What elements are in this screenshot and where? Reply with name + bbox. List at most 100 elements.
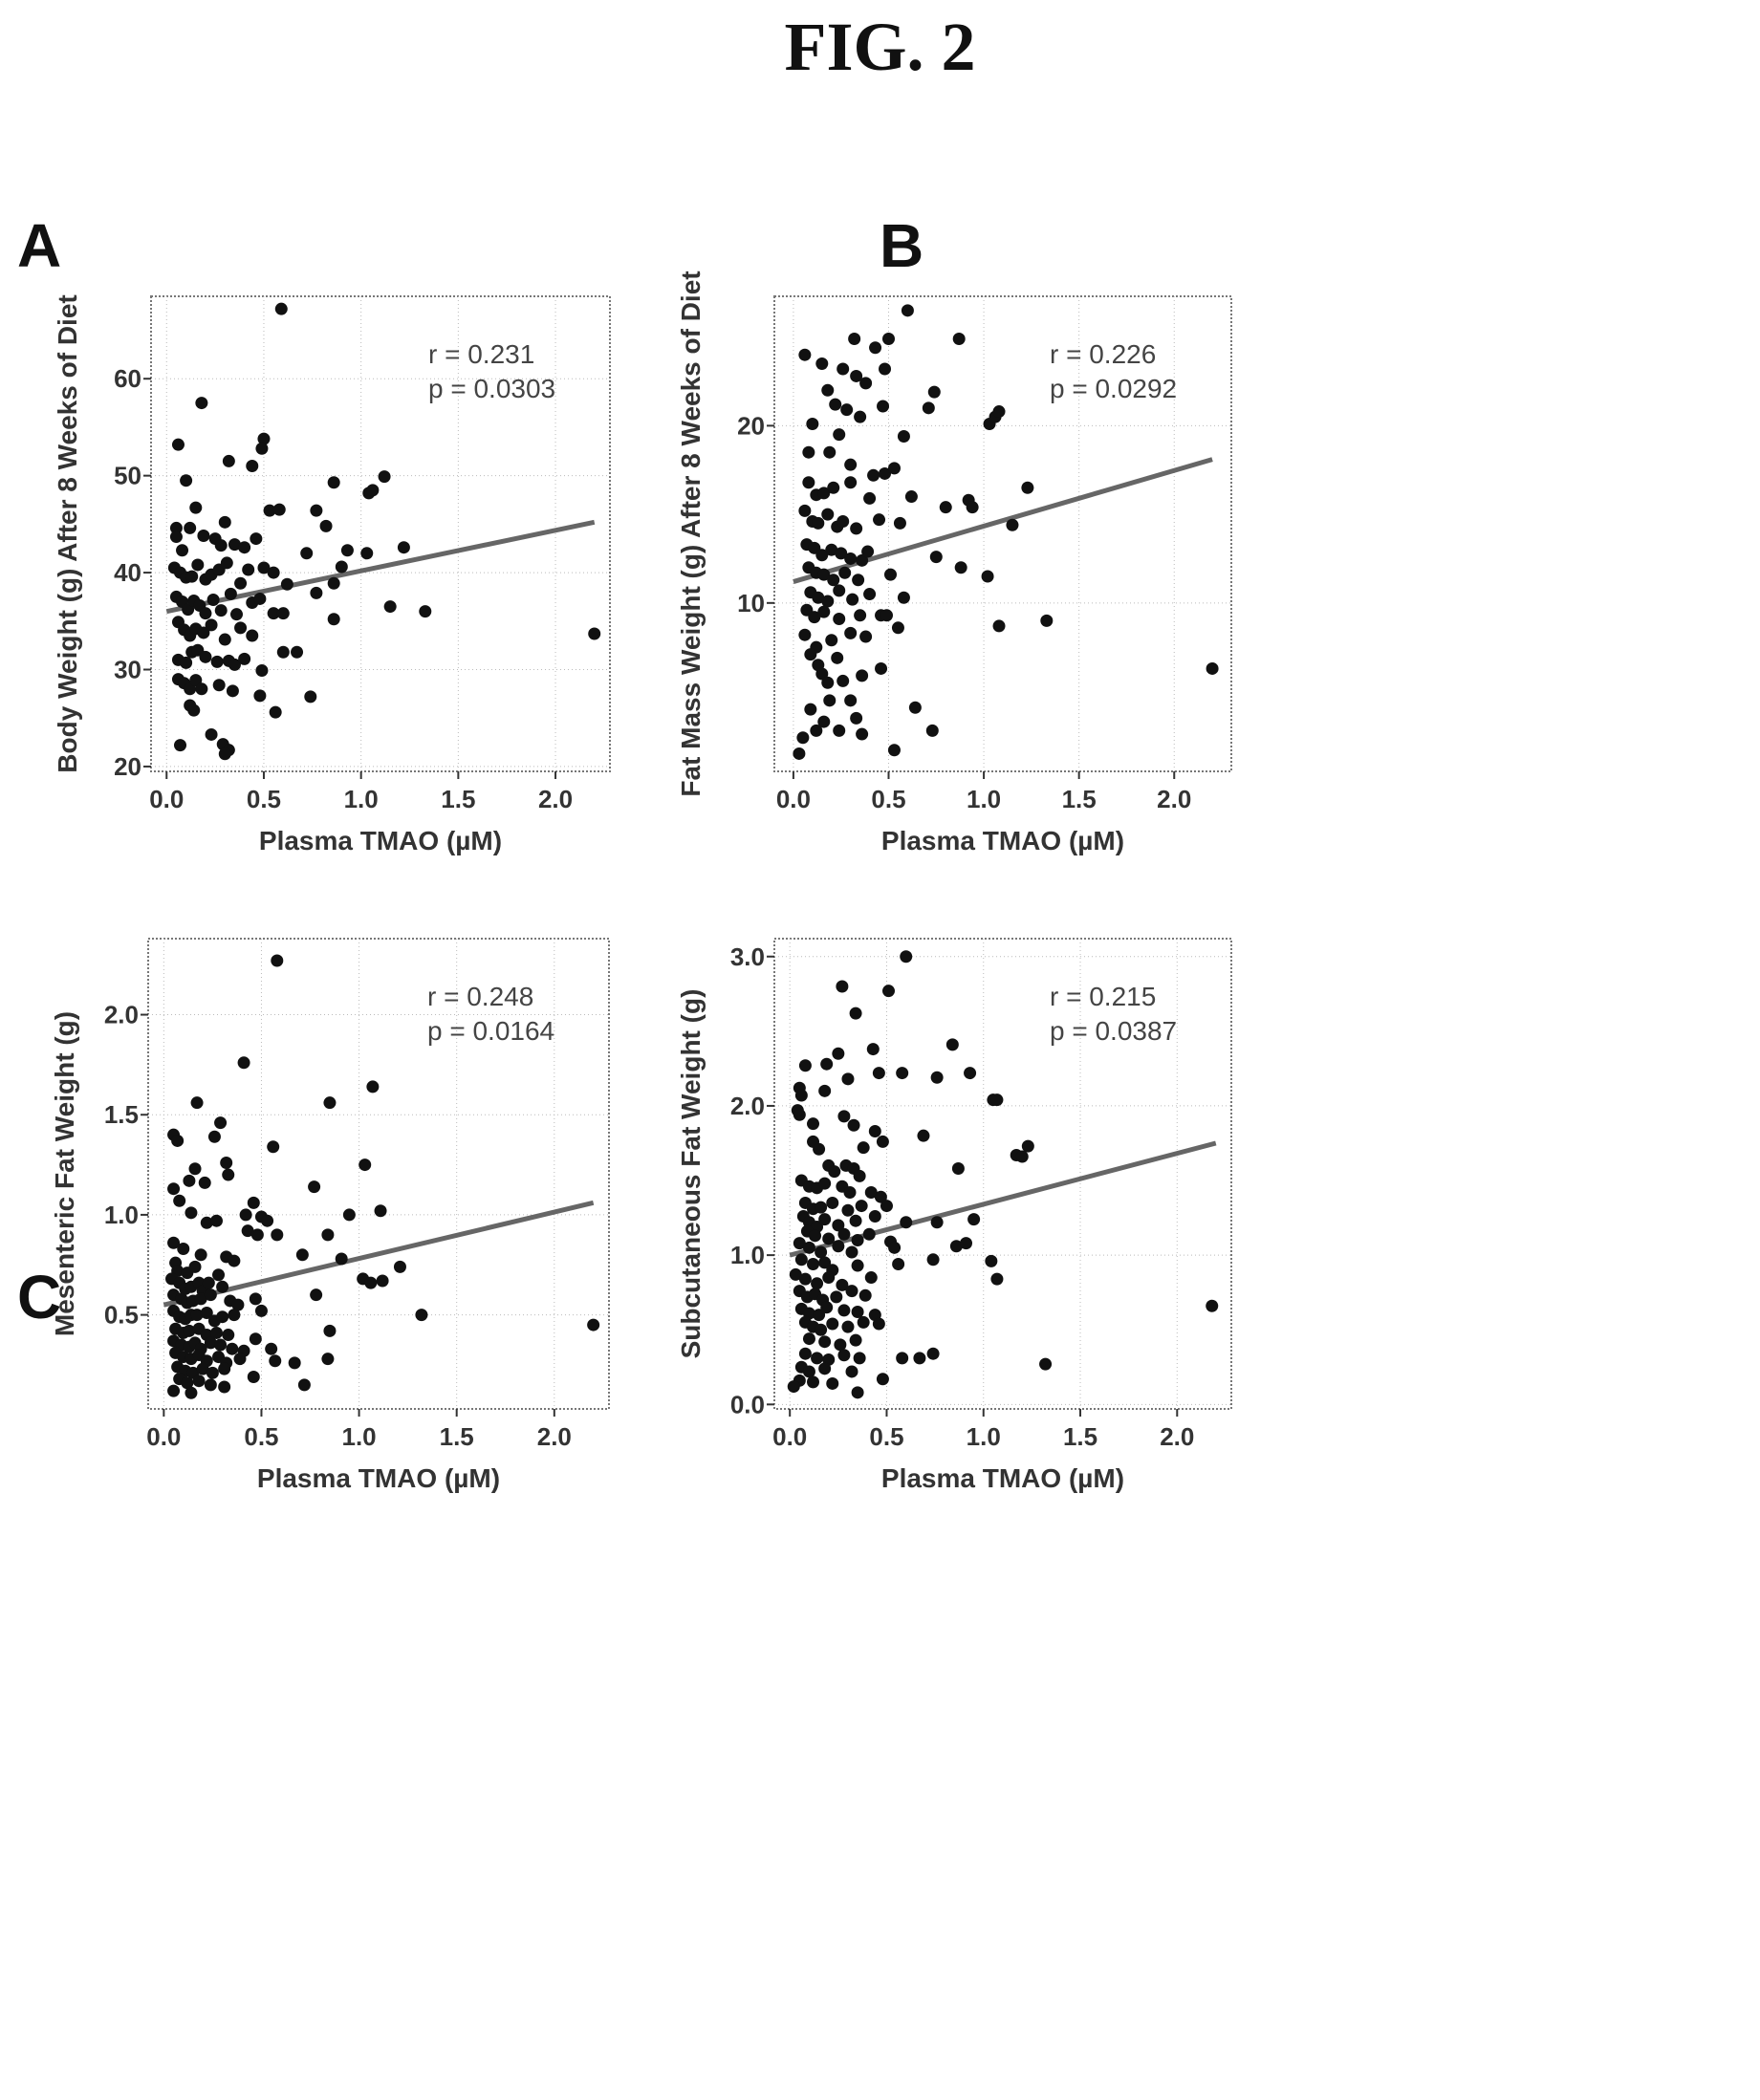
data-point [280,577,293,591]
y-tick-label: 1.0 [730,1241,765,1269]
x-tick-label: 1.5 [1062,785,1097,813]
y-axis-label: Fat Mass Weight (g) After 8 Weeks of Die… [676,271,706,796]
data-point [229,608,243,621]
data-point [922,401,935,415]
data-point [992,619,1006,633]
data-point [214,539,228,552]
data-point [199,650,212,663]
data-point [327,576,340,590]
data-point [214,1338,228,1352]
data-point [828,1165,841,1179]
data-point [191,558,205,572]
data-point [808,611,821,624]
x-tick-label: 0.0 [146,1422,181,1451]
data-point [823,445,837,459]
data-point [1039,1357,1053,1371]
data-point [198,1176,211,1189]
data-point [167,1236,181,1249]
data-point [209,1214,223,1227]
data-point [192,1375,206,1388]
data-point [836,980,849,993]
data-point [200,1216,213,1229]
data-point [378,470,391,484]
data-point [222,1329,235,1342]
data-point [815,667,829,681]
panel-letter: A [17,211,62,280]
y-tick-label: 3.0 [730,942,765,971]
data-point [1206,661,1219,675]
data-point [967,1213,981,1226]
data-point [812,516,825,530]
x-tick-label: 1.5 [440,1422,474,1451]
data-point [195,682,208,696]
y-axis-label: Body Weight (g) After 8 Weeks of Diet [53,294,82,772]
data-point [876,1373,889,1386]
data-point [247,1196,260,1209]
data-point [851,1386,864,1399]
data-point [207,1130,221,1143]
data-point [300,547,314,560]
data-point [856,669,869,682]
data-point [849,1214,862,1227]
data-point [813,1309,826,1322]
data-point [224,587,237,600]
data-point [197,626,210,639]
data-point [863,588,877,601]
data-point [787,1380,800,1394]
x-tick-label: 2.0 [538,785,573,813]
y-tick-label: 40 [114,558,141,587]
data-point [815,1245,828,1259]
data-point [242,563,255,576]
data-point [857,1141,870,1155]
data-point [964,1067,977,1080]
data-point [841,1072,855,1086]
data-point [831,651,844,664]
data-point [825,543,838,556]
data-point [197,530,210,543]
data-point [864,1186,878,1200]
data-point [822,1271,836,1285]
data-point [176,544,189,557]
data-point [360,547,374,560]
data-point [798,1347,812,1360]
data-point [818,1256,832,1269]
data-point [214,1116,228,1130]
data-point [992,405,1006,419]
data-point [253,592,267,605]
data-point [340,544,354,557]
scatter-plot-c: 0.0 0.5 1.0 1.5 2.0 0.5 1.0 1.5 2.0 Plasma TMAO (… [50,938,610,1493]
data-point [802,1365,815,1378]
panel-b: B 0.0 0.5 1.0 1.5 2.0 10 20 Plasma TMAO (µM) Fat… [676,191,1759,1071]
data-point [850,369,863,382]
data-point [834,1338,847,1352]
data-point [214,604,228,617]
data-point [879,466,892,480]
data-point [255,442,269,455]
data-point [833,613,846,626]
data-point [366,1080,380,1093]
data-point [271,954,284,967]
data-point [951,1162,965,1176]
data-point [844,694,858,707]
data-point [807,1117,820,1131]
data-point [841,1320,855,1333]
data-point [853,1169,866,1182]
data-point [183,1174,196,1187]
data-point [837,1304,851,1317]
data-point [383,600,397,614]
data-point [228,658,241,671]
data-point [845,1285,858,1298]
data-point [874,1190,887,1203]
data-point [868,1124,881,1137]
data-point [927,385,941,399]
data-point [206,1366,219,1379]
data-point [374,1204,387,1218]
data-point [199,607,212,620]
data-point [862,1227,876,1241]
data-point [849,1333,862,1347]
data-point [588,627,601,640]
data-point [419,605,432,618]
data-point [204,1288,217,1302]
regression-line [165,519,596,615]
data-point [238,652,251,665]
